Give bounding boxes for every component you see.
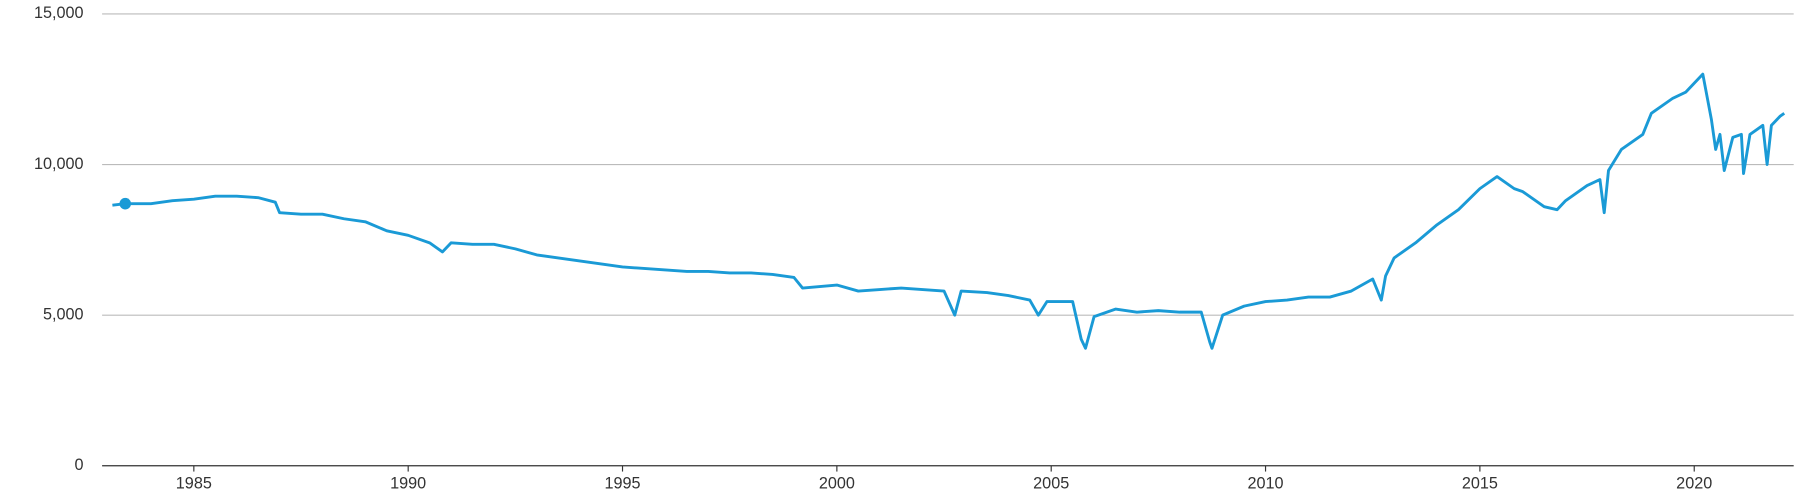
x-tick-label: 1990 [390,475,426,493]
highlight-point [119,197,132,210]
y-tick-label: 0 [75,456,84,474]
x-tick-label: 1995 [604,475,640,493]
x-tick-label: 2005 [1033,475,1069,493]
x-tick-label: 1985 [176,475,212,493]
y-tick-label: 10,000 [34,155,84,173]
x-tick-label: 2015 [1462,475,1498,493]
x-tick-label: 2000 [819,475,855,493]
y-tick-label: 5,000 [43,305,84,323]
x-tick-label: 2010 [1248,475,1284,493]
y-tick-label: 15,000 [34,4,84,22]
data-line [112,72,1786,350]
x-tick-label: 2020 [1676,475,1712,493]
